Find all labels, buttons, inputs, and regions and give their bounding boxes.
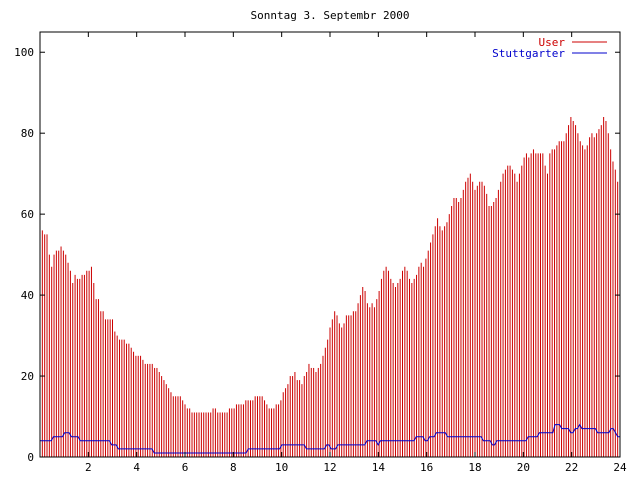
x-tick-label: 12 — [323, 461, 336, 474]
x-tick-label: 24 — [613, 461, 627, 474]
x-tick-label: 22 — [565, 461, 578, 474]
y-tick-label: 20 — [21, 370, 34, 383]
x-tick-label: 4 — [133, 461, 140, 474]
x-tick-label: 20 — [517, 461, 530, 474]
y-tick-label: 80 — [21, 127, 34, 140]
x-tick-label: 18 — [468, 461, 481, 474]
y-tick-label: 40 — [21, 289, 34, 302]
x-tick-label: 16 — [420, 461, 433, 474]
x-tick-label: 6 — [182, 461, 189, 474]
y-tick-label: 100 — [14, 46, 34, 59]
x-tick-label: 14 — [372, 461, 386, 474]
y-tick-label: 0 — [27, 451, 34, 464]
y-tick-label: 60 — [21, 208, 34, 221]
user-series — [39, 117, 621, 457]
stuttgarter-line — [40, 423, 620, 454]
legend-label: User — [539, 36, 566, 49]
x-tick-label: 2 — [85, 461, 92, 474]
chart-title: Sonntag 3. Septembr 2000 — [251, 9, 410, 22]
x-axis-ticks: 2 4 6 8 10 12 14 16 18 20 22 24 — [85, 32, 627, 474]
x-tick-label: 8 — [230, 461, 237, 474]
x-tick-label: 10 — [275, 461, 288, 474]
stuttgarter-series — [40, 423, 620, 454]
y-axis-ticks: 0 20 40 60 80 100 — [14, 46, 620, 464]
legend-label: Stuttgarter — [492, 47, 565, 60]
